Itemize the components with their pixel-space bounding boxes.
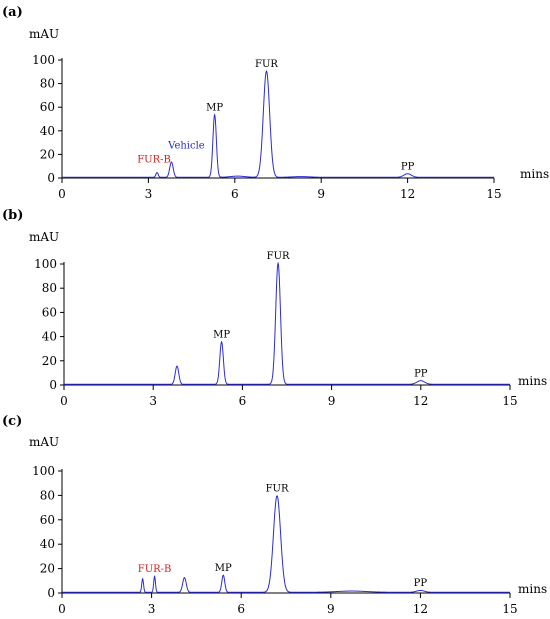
chart-panel: (a) mAU 0 20 40 60 80 100 0 3 6 9 12 15 mins FUR-B Vehic… [2,5,549,201]
y-tick-label: 40 [42,330,57,344]
y-tick-label: 100 [32,53,55,67]
x-axis-label: mins [520,167,549,181]
x-tick-label: 9 [317,187,325,201]
peak-label: Vehicle [167,141,205,152]
peak-label: MP [213,330,230,341]
peak-label: MP [215,563,232,574]
y-tick-label: 0 [49,378,57,392]
x-tick-label: 3 [145,187,153,201]
y-tick-label: 100 [32,464,55,478]
x-axis-label: mins [518,374,547,388]
x-tick-label: 15 [486,187,501,201]
y-tick-label: 0 [47,171,55,185]
x-tick-label: 9 [328,394,336,408]
y-tick-label: 80 [42,281,57,295]
peak-label: PP [414,578,428,589]
y-tick-label: 20 [42,354,57,368]
x-tick-label: 3 [148,602,156,616]
x-tick-label: 12 [413,394,428,408]
x-tick-label: 0 [58,187,66,201]
y-tick-label: 40 [40,124,55,138]
y-tick-label: 100 [34,257,57,271]
peak-label: FUR [255,59,278,70]
x-tick-label: 6 [239,394,247,408]
y-tick-label: 20 [40,562,55,576]
y-axis-label: mAU [29,230,59,244]
panel-label: (a) [2,5,23,20]
y-tick-label: 40 [40,537,55,551]
x-tick-label: 6 [231,187,239,201]
y-axis-label: mAU [29,435,59,449]
x-tick-label: 0 [58,602,66,616]
y-tick-label: 80 [40,488,55,502]
panel-label: (b) [2,208,23,223]
x-tick-label: 12 [400,187,415,201]
y-tick-label: 60 [40,100,55,114]
y-tick-label: 60 [40,513,55,527]
peak-label: PP [414,368,428,379]
y-tick-label: 80 [40,77,55,91]
chromatogram-trace [64,261,510,385]
x-tick-label: 3 [149,394,157,408]
peak-label: FUR-B [137,154,171,165]
y-tick-label: 20 [40,147,55,161]
peak-label: FUR-B [138,564,172,575]
peak-label: FUR [266,484,289,495]
y-tick-label: 0 [47,586,55,600]
x-tick-label: 0 [60,394,68,408]
y-tick-label: 60 [42,305,57,319]
panel-label: (c) [2,414,22,429]
x-tick-label: 6 [237,602,245,616]
peak-label: FUR [267,251,290,262]
x-tick-label: 15 [502,394,517,408]
x-tick-label: 12 [413,602,428,616]
y-axis-label: mAU [29,27,59,41]
x-tick-label: 9 [327,602,335,616]
chromatogram-trace [62,70,494,178]
x-axis-label: mins [518,582,547,596]
peak-label: PP [401,161,415,172]
peak-label: MP [206,102,223,113]
chromatogram-trace [62,495,510,593]
x-tick-label: 15 [502,602,517,616]
